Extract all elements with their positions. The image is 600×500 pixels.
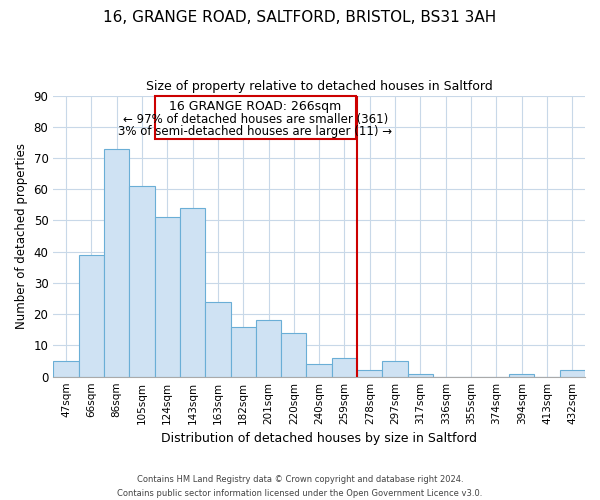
Bar <box>180 208 205 376</box>
Text: 16, GRANGE ROAD, SALTFORD, BRISTOL, BS31 3AH: 16, GRANGE ROAD, SALTFORD, BRISTOL, BS31… <box>103 10 497 25</box>
Bar <box>205 302 230 376</box>
Text: 16 GRANGE ROAD: 266sqm: 16 GRANGE ROAD: 266sqm <box>169 100 341 113</box>
Bar <box>332 358 357 376</box>
Bar <box>256 320 281 376</box>
Text: Contains HM Land Registry data © Crown copyright and database right 2024.
Contai: Contains HM Land Registry data © Crown c… <box>118 476 482 498</box>
Text: ← 97% of detached houses are smaller (361): ← 97% of detached houses are smaller (36… <box>122 112 388 126</box>
Bar <box>129 186 155 376</box>
Bar <box>230 326 256 376</box>
Bar <box>53 361 79 376</box>
Bar <box>382 361 408 376</box>
Bar <box>408 374 433 376</box>
Bar <box>79 255 104 376</box>
Bar <box>281 333 307 376</box>
X-axis label: Distribution of detached houses by size in Saltford: Distribution of detached houses by size … <box>161 432 477 445</box>
Bar <box>509 374 535 376</box>
Bar <box>357 370 382 376</box>
Y-axis label: Number of detached properties: Number of detached properties <box>15 143 28 329</box>
Bar <box>307 364 332 376</box>
FancyBboxPatch shape <box>155 96 356 140</box>
Bar <box>560 370 585 376</box>
Text: 3% of semi-detached houses are larger (11) →: 3% of semi-detached houses are larger (1… <box>118 125 392 138</box>
Bar <box>155 218 180 376</box>
Title: Size of property relative to detached houses in Saltford: Size of property relative to detached ho… <box>146 80 493 93</box>
Bar <box>104 148 129 376</box>
